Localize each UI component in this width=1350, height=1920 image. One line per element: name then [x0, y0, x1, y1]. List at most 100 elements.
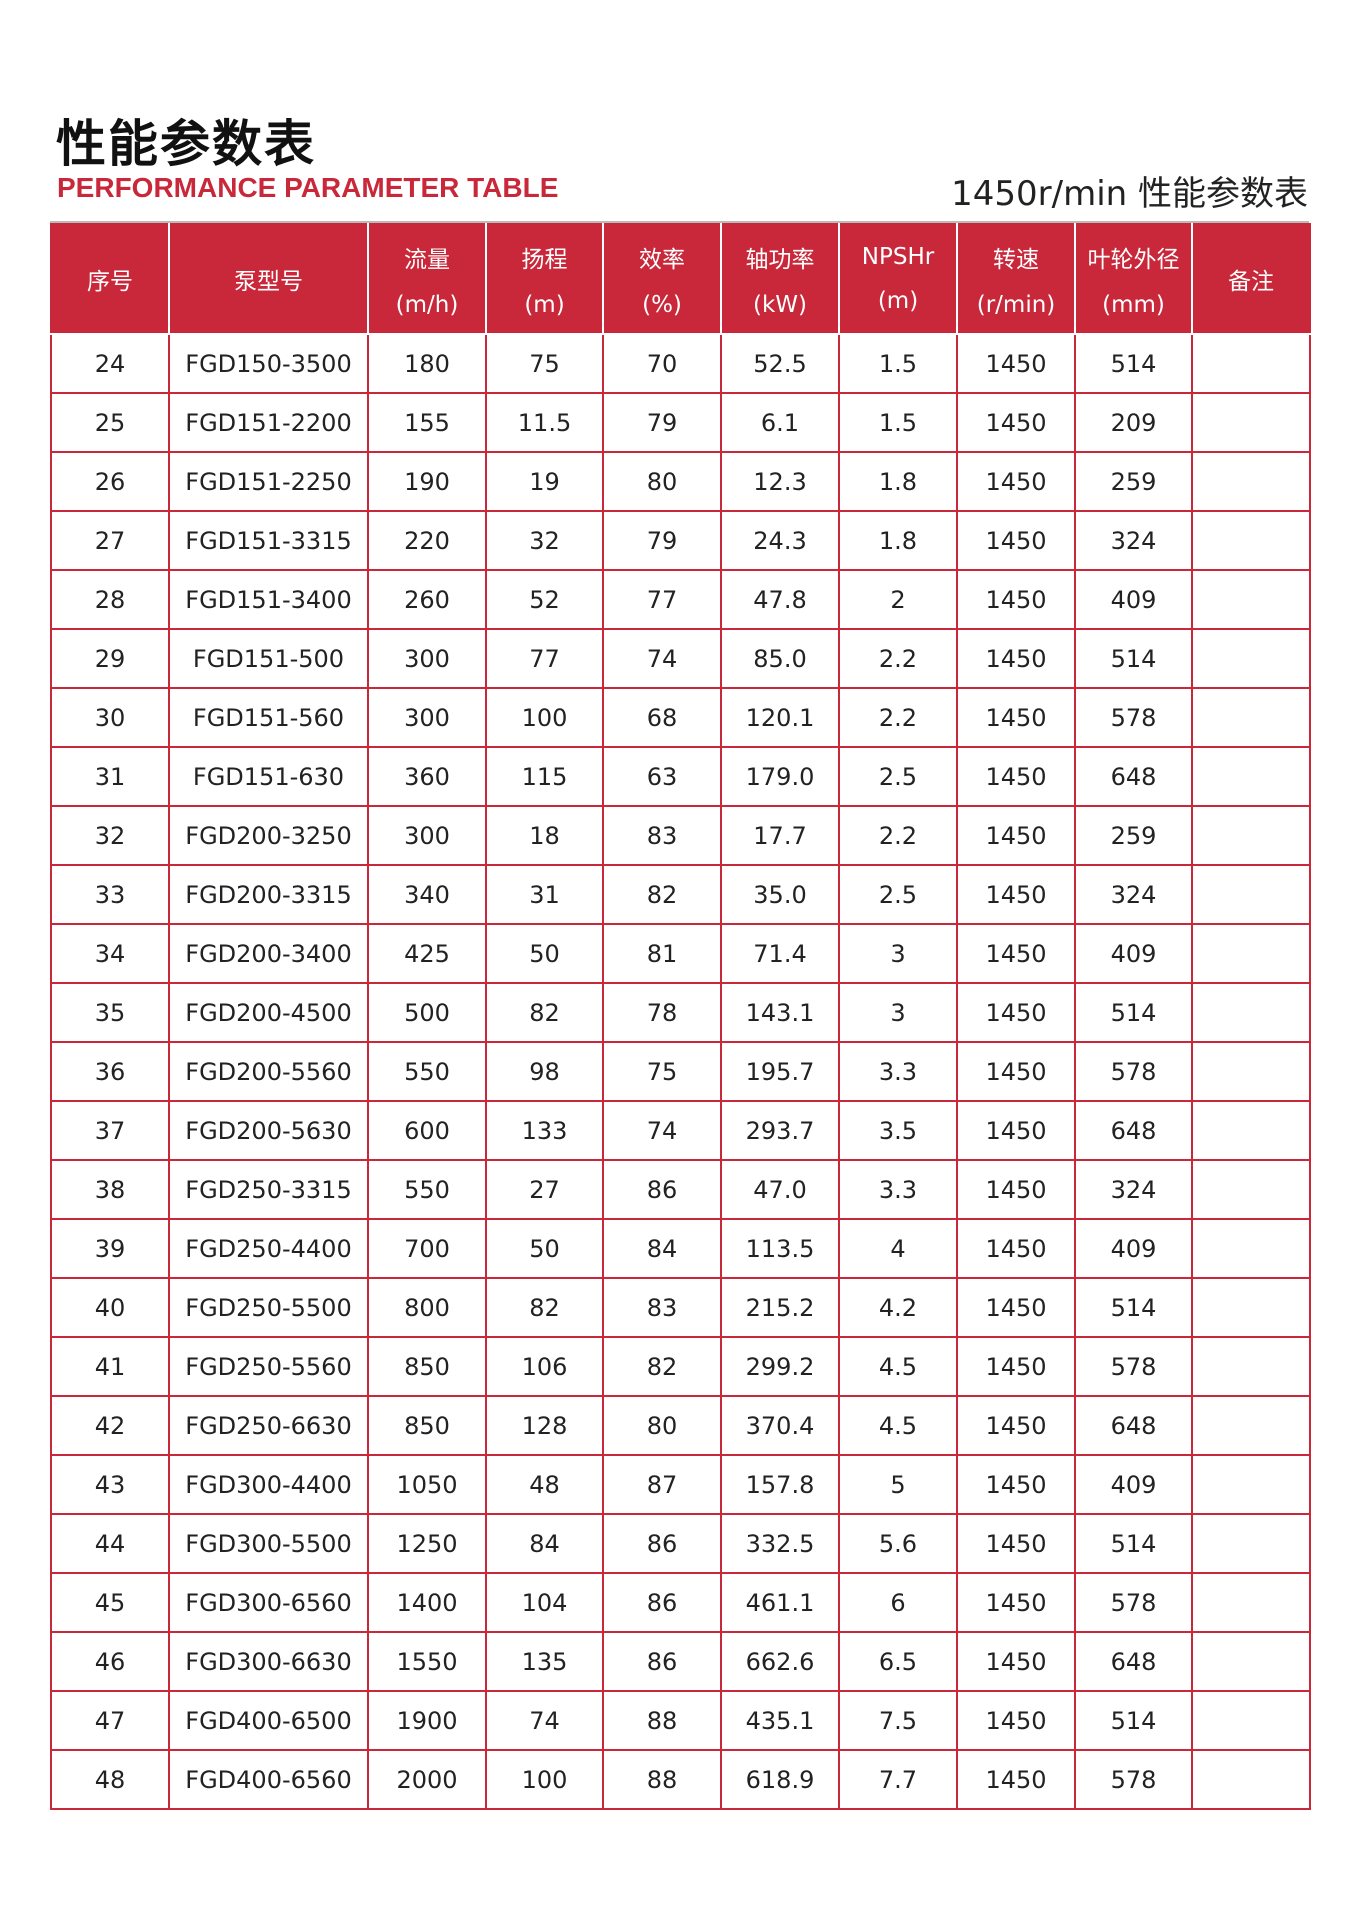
table-cell: 5 — [838, 1454, 958, 1515]
header-unit: (mm) — [1102, 292, 1165, 318]
table-cell: 47 — [50, 1690, 170, 1751]
table-cell: 1450 — [956, 569, 1076, 630]
table-cell: 2000 — [367, 1749, 487, 1810]
table-cell: FGD200-3315 — [168, 864, 369, 925]
header-label: 泵型号 — [234, 269, 303, 295]
table-cell: 143.1 — [720, 982, 840, 1043]
table-cell: 6 — [838, 1572, 958, 1633]
table-row: 38 FGD250-3315 550 27 86 47.0 3.3 1450 324 — [50, 1159, 1311, 1220]
table-cell: 578 — [1074, 1041, 1193, 1102]
table-cell: 135 — [485, 1631, 604, 1692]
table-cell: 70 — [602, 333, 722, 394]
table-row: 33 FGD200-3315 340 31 82 35.0 2.5 1450 324 — [50, 864, 1311, 925]
table-cell: 1450 — [956, 1454, 1076, 1515]
table-cell: 2 — [838, 569, 958, 630]
table-cell: 514 — [1074, 1690, 1193, 1751]
table-cell — [1191, 333, 1311, 394]
table-cell: 1450 — [956, 1631, 1076, 1692]
table-cell: 514 — [1074, 628, 1193, 689]
table-cell — [1191, 1690, 1311, 1751]
table-cell: 18 — [485, 805, 604, 866]
table-cell — [1191, 1513, 1311, 1574]
table-cell: 83 — [602, 1277, 722, 1338]
table-cell: 157.8 — [720, 1454, 840, 1515]
table-cell: 215.2 — [720, 1277, 840, 1338]
table-cell: 41 — [50, 1336, 170, 1397]
table-cell: 700 — [367, 1218, 487, 1279]
table-cell: 79 — [602, 392, 722, 453]
table-cell: 179.0 — [720, 746, 840, 807]
table-cell: 86 — [602, 1572, 722, 1633]
table-cell: 34 — [50, 923, 170, 984]
table-cell: 435.1 — [720, 1690, 840, 1751]
table-cell: 409 — [1074, 1454, 1193, 1515]
header-label: NPSHr — [861, 244, 935, 270]
table-cell: 82 — [485, 982, 604, 1043]
table-cell: 1450 — [956, 628, 1076, 689]
table-cell: 618.9 — [720, 1749, 840, 1810]
header-label: 扬程 — [521, 247, 568, 273]
table-cell: FGD200-5630 — [168, 1100, 369, 1161]
table-cell: 300 — [367, 805, 487, 866]
table-cell: 259 — [1074, 451, 1193, 512]
table-cell: 128 — [485, 1395, 604, 1456]
table-cell: 4.5 — [838, 1395, 958, 1456]
table-cell: 86 — [602, 1159, 722, 1220]
table-cell: 26 — [50, 451, 170, 512]
header-unit: (%) — [642, 292, 682, 318]
table-cell: FGD250-5500 — [168, 1277, 369, 1338]
table-cell: 578 — [1074, 687, 1193, 748]
table-cell: 7.5 — [838, 1690, 958, 1751]
table-cell: FGD250-3315 — [168, 1159, 369, 1220]
column-header: 效率 (%) — [602, 223, 722, 335]
table-cell: 1450 — [956, 333, 1076, 394]
table-cell: 370.4 — [720, 1395, 840, 1456]
table-header: 序号 泵型号 流量 (m/h) 扬程 (m) 效率 (%) 轴功率 (kW) NPSHr (m) 转速 (… — [50, 223, 1311, 335]
header-unit: (m) — [524, 292, 565, 318]
table-cell: 155 — [367, 392, 487, 453]
table-cell — [1191, 451, 1311, 512]
table-cell: 4.5 — [838, 1336, 958, 1397]
table-row: 30 FGD151-560 300 100 68 120.1 2.2 1450 578 — [50, 687, 1311, 748]
table-cell: 7.7 — [838, 1749, 958, 1810]
speed-title: 1450r/min 性能参数表 — [951, 174, 1308, 214]
table-cell: 1250 — [367, 1513, 487, 1574]
table-cell: 1450 — [956, 1277, 1076, 1338]
table-cell: 425 — [367, 923, 487, 984]
table-cell: 84 — [485, 1513, 604, 1574]
table-cell: 82 — [602, 1336, 722, 1397]
table-cell: 82 — [485, 1277, 604, 1338]
table-cell: 300 — [367, 687, 487, 748]
table-cell: 662.6 — [720, 1631, 840, 1692]
table-cell: 1900 — [367, 1690, 487, 1751]
table-cell: 74 — [602, 628, 722, 689]
table-cell: 195.7 — [720, 1041, 840, 1102]
table-row: 45 FGD300-6560 1400 104 86 461.1 6 1450 578 — [50, 1572, 1311, 1633]
table-cell: 11.5 — [485, 392, 604, 453]
table-cell: 1450 — [956, 864, 1076, 925]
table-cell: 209 — [1074, 392, 1193, 453]
table-cell: FGD200-4500 — [168, 982, 369, 1043]
table-cell: 35.0 — [720, 864, 840, 925]
table-cell: FGD300-4400 — [168, 1454, 369, 1515]
table-cell — [1191, 1454, 1311, 1515]
table-cell: 180 — [367, 333, 487, 394]
table-cell: 31 — [485, 864, 604, 925]
table-row: 32 FGD200-3250 300 18 83 17.7 2.2 1450 259 — [50, 805, 1311, 866]
table-cell: 75 — [485, 333, 604, 394]
table-cell: 1450 — [956, 1218, 1076, 1279]
table-cell: 80 — [602, 1395, 722, 1456]
table-cell — [1191, 628, 1311, 689]
table-cell: 84 — [602, 1218, 722, 1279]
table-row: 24 FGD150-3500 180 75 70 52.5 1.5 1450 514 — [50, 333, 1311, 394]
table-cell: FGD151-2200 — [168, 392, 369, 453]
table-cell: 1050 — [367, 1454, 487, 1515]
table-cell: 27 — [485, 1159, 604, 1220]
table-cell: 5.6 — [838, 1513, 958, 1574]
table-cell: 2.5 — [838, 746, 958, 807]
table-cell: 1550 — [367, 1631, 487, 1692]
table-cell — [1191, 1336, 1311, 1397]
table-row: 40 FGD250-5500 800 82 83 215.2 4.2 1450 514 — [50, 1277, 1311, 1338]
table-cell: 1450 — [956, 1690, 1076, 1751]
table-cell: 115 — [485, 746, 604, 807]
